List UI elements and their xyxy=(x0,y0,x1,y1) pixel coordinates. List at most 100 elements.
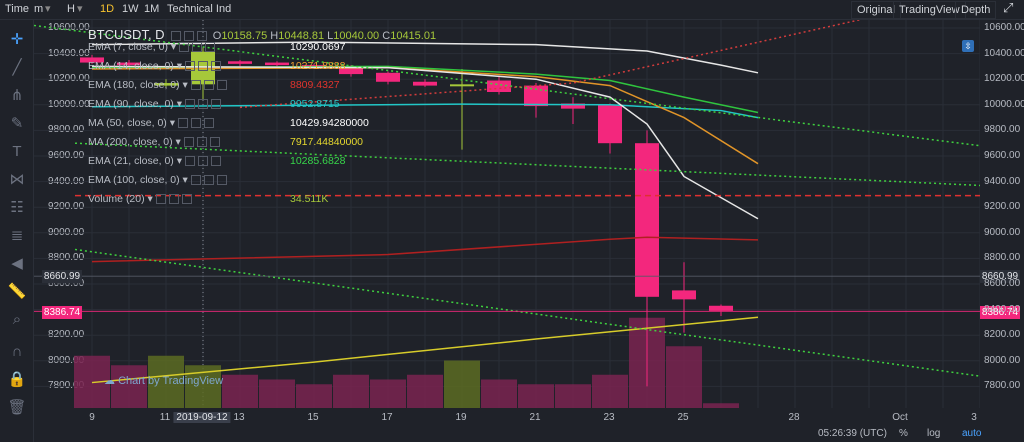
legend-chevron-icon[interactable]: ▾ xyxy=(167,41,177,53)
legend-row[interactable]: EMA (90, close, 0) ▾ 9952.8715 xyxy=(88,97,340,111)
auto-toggle[interactable]: auto xyxy=(962,428,982,439)
legend-row[interactable]: EMA (14, close, 0) ▾ 10271.8888 xyxy=(88,59,345,73)
legend-row[interactable]: EMA (100, close, 0) ▾ xyxy=(88,173,227,187)
interval-1w-button[interactable]: 1W xyxy=(122,3,139,15)
legend-row[interactable]: EMA (180, close, 0) ▾ 8809.4327 xyxy=(88,78,340,92)
symbol-label[interactable]: BTCUSDT, D xyxy=(88,27,165,42)
legend-settings-icon[interactable] xyxy=(179,42,190,53)
scroll-to-realtime-icon[interactable]: ⇳ xyxy=(962,40,974,52)
interval-1m-button[interactable]: 1M xyxy=(144,3,160,15)
legend-chevron-icon[interactable]: ▾ xyxy=(172,136,181,148)
legend-remove-icon[interactable] xyxy=(203,118,214,129)
prediction-icon[interactable]: ☷ xyxy=(10,199,24,216)
legend-remove-icon[interactable] xyxy=(211,156,221,167)
interval-1d-button[interactable]: 1D xyxy=(100,3,115,15)
symbol-settings-icon[interactable] xyxy=(170,31,181,42)
legend-remove-icon[interactable] xyxy=(209,137,220,148)
legend-row[interactable]: MA (50, close, 0) ▾ 10429.94280000 xyxy=(88,116,369,130)
legend-chevron-icon[interactable]: ▾ xyxy=(179,174,188,186)
legend-remove-icon[interactable] xyxy=(211,99,221,110)
brush-icon[interactable]: ✎ xyxy=(10,115,24,132)
log-toggle[interactable]: log xyxy=(927,428,941,439)
minutes-dropdown[interactable]: m xyxy=(34,3,44,15)
volume-bar xyxy=(703,403,739,408)
legend-chevron-icon[interactable]: ▾ xyxy=(166,117,175,129)
magnet-icon[interactable]: ∩ xyxy=(11,342,23,360)
legend-remove-icon[interactable] xyxy=(181,194,192,205)
pitchfork-icon[interactable]: ⋔ xyxy=(10,87,24,104)
legend-hide-icon[interactable] xyxy=(203,175,214,186)
legend-settings-icon[interactable] xyxy=(183,137,194,148)
minutes-chevron-icon[interactable]: ▾ xyxy=(45,3,51,15)
legend-value: 10290.0697 xyxy=(290,41,346,53)
legend-hide-icon[interactable] xyxy=(168,194,179,205)
legend-settings-icon[interactable] xyxy=(190,175,201,186)
legend-remove-icon[interactable] xyxy=(211,61,221,72)
legend-hide-icon[interactable] xyxy=(196,137,207,148)
legend-hide-icon[interactable] xyxy=(203,80,214,91)
trend-line-icon[interactable]: ╱ xyxy=(12,59,22,76)
candle-body xyxy=(487,80,511,92)
legend-chevron-icon[interactable]: ▾ xyxy=(179,79,188,91)
ema180-line xyxy=(91,236,759,263)
y-tick-label: 10200.00 xyxy=(984,73,1024,85)
tradingview-view-button[interactable]: TradingView xyxy=(893,1,966,19)
legend-remove-icon[interactable] xyxy=(216,175,227,186)
legend-settings-icon[interactable] xyxy=(185,156,195,167)
legend-settings-icon[interactable] xyxy=(190,80,201,91)
legend-hide-icon[interactable] xyxy=(192,42,203,53)
percent-toggle[interactable]: % xyxy=(899,428,908,439)
zoom-icon[interactable]: ⌕ xyxy=(12,310,22,328)
legend-name: EMA (180, close, 0) xyxy=(88,79,180,91)
text-icon[interactable]: T xyxy=(12,142,22,160)
legend-row[interactable]: EMA (7, close, 0) ▾ 10290.0697 xyxy=(88,40,345,54)
x-tick-label: 3 xyxy=(971,412,977,423)
crosshair-icon[interactable]: ✛ xyxy=(10,31,24,48)
ruler-icon[interactable]: 📏 xyxy=(7,283,27,300)
x-tick-label: 2019-09-12 xyxy=(173,412,231,423)
clock-label: 05:26:39 (UTC) xyxy=(818,428,887,439)
fib-icon[interactable]: ≣ xyxy=(10,227,24,244)
legend-chevron-icon[interactable]: ▾ xyxy=(173,60,182,72)
legend-settings-icon[interactable] xyxy=(155,194,166,205)
ma50-line xyxy=(91,41,759,74)
legend-remove-icon[interactable] xyxy=(205,42,216,53)
legend-row[interactable]: MA (200, close, 0) ▾ 7917.44840000 xyxy=(88,135,363,149)
legend-chevron-icon[interactable]: ▾ xyxy=(144,193,153,205)
legend-row[interactable]: Volume (20) ▾ 34.511K xyxy=(88,192,328,206)
cloud-icon: ☁ xyxy=(104,375,115,387)
legend-settings-icon[interactable] xyxy=(185,61,195,72)
fullscreen-icon[interactable]: ⤢ xyxy=(1003,0,1014,15)
price-chart[interactable] xyxy=(34,20,980,408)
time-menu[interactable]: Time xyxy=(5,3,30,15)
hours-chevron-icon[interactable]: ▾ xyxy=(77,3,83,15)
legend-remove-icon[interactable] xyxy=(216,80,227,91)
depth-view-button[interactable]: Depth xyxy=(955,1,997,19)
legend-hide-icon[interactable] xyxy=(198,156,208,167)
technical-indicators-button[interactable]: Technical Ind xyxy=(167,3,232,15)
legend-chevron-icon[interactable]: ▾ xyxy=(173,98,182,110)
y-tick-label-left: 9200.00 xyxy=(48,201,85,213)
time-axis[interactable]: 9 11 2019-09-12 13 15 17 19 21 23 25 28 Oct 3 xyxy=(34,410,980,426)
symbol-hide-icon[interactable] xyxy=(183,31,194,42)
y-tick-label-left: 8000.00 xyxy=(48,354,85,366)
legend-settings-icon[interactable] xyxy=(177,118,188,129)
drawing-toolbar: ✛ ╱ ⋔ ✎ T ⋈ ☷ ≣ ◀ 📏 ⌕ ∩ 🔒 🗑 xyxy=(0,20,34,442)
legend-settings-icon[interactable] xyxy=(185,99,195,110)
candle-body xyxy=(450,84,474,87)
legend-row[interactable]: EMA (21, close, 0) ▾ 10285.6828 xyxy=(88,154,345,168)
legend-name: EMA (21, close, 0) xyxy=(88,155,174,167)
legend-hide-icon[interactable] xyxy=(198,61,208,72)
back-arrow-icon[interactable]: ◀ xyxy=(11,255,23,272)
legend-hide-icon[interactable] xyxy=(198,99,208,110)
ema7-line xyxy=(91,65,759,220)
pattern-icon[interactable]: ⋈ xyxy=(9,171,25,188)
legend-chevron-icon[interactable]: ▾ xyxy=(173,155,182,167)
lock-icon[interactable]: 🔒 xyxy=(7,371,27,388)
hours-dropdown[interactable]: H xyxy=(67,3,75,15)
original-view-button[interactable]: Original xyxy=(851,1,901,19)
x-tick-label: 15 xyxy=(307,412,319,423)
legend-hide-icon[interactable] xyxy=(190,118,201,129)
trash-icon[interactable]: 🗑 xyxy=(7,399,27,416)
volume-bar xyxy=(592,374,628,408)
